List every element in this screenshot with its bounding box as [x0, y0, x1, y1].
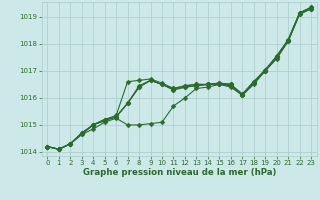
- X-axis label: Graphe pression niveau de la mer (hPa): Graphe pression niveau de la mer (hPa): [83, 168, 276, 177]
